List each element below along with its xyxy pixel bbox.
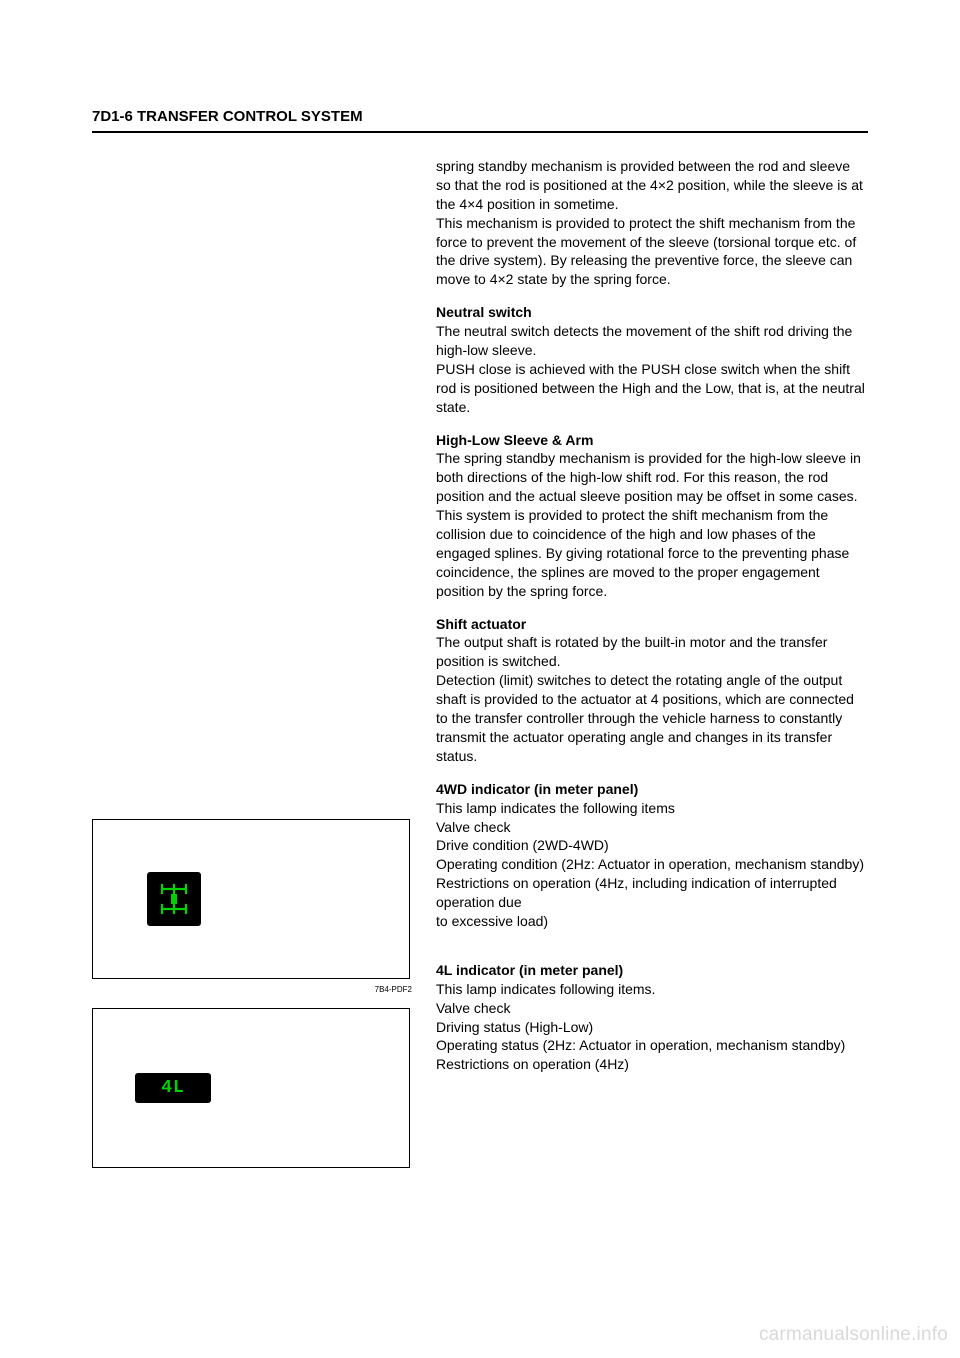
ind4wd-l3: Drive condition (2WD-4WD) <box>436 837 609 853</box>
neutral-p2: PUSH close is achieved with the PUSH clo… <box>436 361 865 415</box>
watermark: carmanualsonline.info <box>759 1324 948 1346</box>
ind4wd-l4: Operating condition (2Hz: Actuator in op… <box>436 856 864 872</box>
ind4wd-l5: Restrictions on operation (4Hz, includin… <box>436 875 837 910</box>
shift-title: Shift actuator <box>436 615 868 634</box>
ind4wd-title: 4WD indicator (in meter panel) <box>436 780 868 799</box>
manual-page: 7D1-6 TRANSFER CONTROL SYSTEM <box>0 0 960 1358</box>
content-columns: 7B4-PDF2 4L spring standby mechanism is … <box>92 157 868 1174</box>
figure-4l-indicator: 4L <box>92 1008 410 1168</box>
section-4l-indicator: 4L indicator (in meter panel) This lamp … <box>436 961 868 1074</box>
figure-4wd-indicator <box>92 819 410 979</box>
ind4l-l2: Valve check <box>436 1000 510 1016</box>
ind4l-l4: Operating status (2Hz: Actuator in opera… <box>436 1037 845 1053</box>
shift-p2: Detection (limit) switches to detect the… <box>436 672 854 764</box>
intro-text-1: spring standby mechanism is provided bet… <box>436 158 863 212</box>
neutral-p1: The neutral switch detects the movement … <box>436 323 852 358</box>
ind4l-l5: Restrictions on operation (4Hz) <box>436 1056 629 1072</box>
intro-paragraph: spring standby mechanism is provided bet… <box>436 157 868 289</box>
shift-p1: The output shaft is rotated by the built… <box>436 634 827 669</box>
neutral-title: Neutral switch <box>436 303 868 322</box>
ind4l-l3: Driving status (High-Low) <box>436 1019 593 1035</box>
section-hilow: High-Low Sleeve & Arm The spring standby… <box>436 431 868 601</box>
section-4wd-indicator: 4WD indicator (in meter panel) This lamp… <box>436 780 868 931</box>
ind4wd-l2: Valve check <box>436 819 510 835</box>
intro-text-2: This mechanism is provided to protect th… <box>436 215 856 288</box>
ind4l-title: 4L indicator (in meter panel) <box>436 961 868 980</box>
ind4wd-l1: This lamp indicates the following items <box>436 800 675 816</box>
ind4l-l1: This lamp indicates following items. <box>436 981 655 997</box>
drivetrain-icon <box>147 872 201 926</box>
4l-icon: 4L <box>135 1073 211 1103</box>
section-neutral: Neutral switch The neutral switch detect… <box>436 303 868 416</box>
hilow-p1: The spring standby mechanism is provided… <box>436 450 861 504</box>
hilow-title: High-Low Sleeve & Arm <box>436 431 868 450</box>
hilow-p2: This system is provided to protect the s… <box>436 507 849 599</box>
figure-caption-1: 7B4-PDF2 <box>92 985 414 994</box>
section-shift: Shift actuator The output shaft is rotat… <box>436 615 868 766</box>
figure-spacer <box>92 157 414 819</box>
left-column: 7B4-PDF2 4L <box>92 157 414 1174</box>
ind4wd-l6: to excessive load) <box>436 913 548 929</box>
right-column: spring standby mechanism is provided bet… <box>436 157 868 1174</box>
page-header: 7D1-6 TRANSFER CONTROL SYSTEM <box>92 108 868 133</box>
